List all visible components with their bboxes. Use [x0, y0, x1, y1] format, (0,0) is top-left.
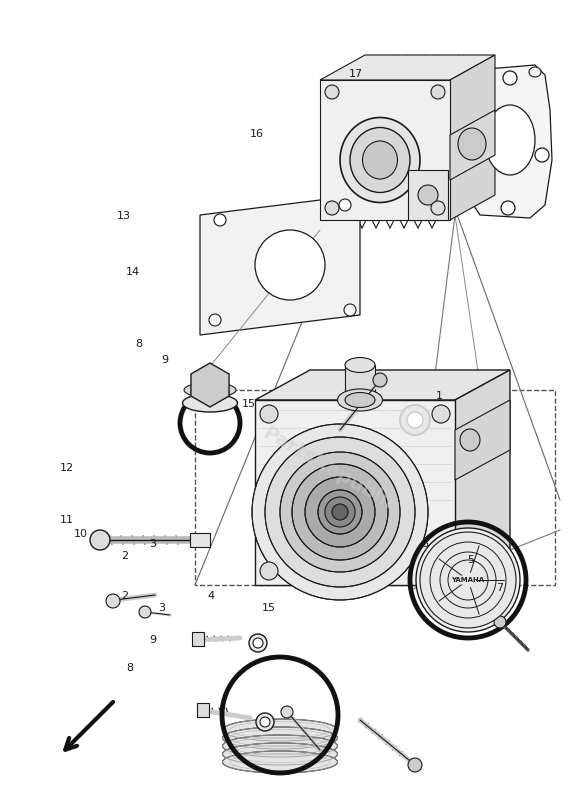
Circle shape — [400, 405, 430, 435]
Text: PartsRepublik: PartsRepublik — [259, 423, 401, 517]
Text: 17: 17 — [349, 69, 362, 78]
Ellipse shape — [338, 389, 383, 411]
Circle shape — [260, 562, 278, 580]
Text: 15: 15 — [242, 399, 255, 409]
Polygon shape — [200, 195, 360, 335]
Ellipse shape — [223, 751, 338, 773]
Polygon shape — [468, 65, 552, 218]
Text: 1: 1 — [436, 391, 443, 401]
Circle shape — [249, 634, 267, 652]
Ellipse shape — [340, 118, 420, 202]
Text: 14: 14 — [126, 267, 140, 277]
Circle shape — [305, 477, 375, 547]
Circle shape — [139, 606, 151, 618]
Ellipse shape — [223, 727, 338, 749]
Circle shape — [214, 214, 226, 226]
Text: 3: 3 — [158, 603, 165, 613]
Circle shape — [280, 452, 400, 572]
Circle shape — [256, 713, 274, 731]
Ellipse shape — [345, 393, 375, 407]
Polygon shape — [255, 370, 510, 400]
Text: 9: 9 — [150, 635, 157, 645]
Polygon shape — [450, 110, 495, 180]
Bar — [190, 533, 210, 547]
Text: 10: 10 — [74, 530, 88, 539]
Circle shape — [292, 464, 388, 560]
Text: 4: 4 — [208, 591, 214, 601]
Circle shape — [318, 490, 362, 534]
Ellipse shape — [223, 743, 338, 765]
Circle shape — [260, 405, 278, 423]
Circle shape — [501, 201, 515, 215]
Circle shape — [344, 304, 356, 316]
Text: YAMAHA: YAMAHA — [451, 577, 484, 583]
Polygon shape — [255, 400, 455, 585]
Ellipse shape — [350, 127, 410, 193]
Circle shape — [325, 497, 355, 527]
Ellipse shape — [183, 394, 238, 412]
Circle shape — [325, 201, 339, 215]
Ellipse shape — [184, 382, 236, 398]
Polygon shape — [455, 370, 510, 585]
Bar — [197, 703, 209, 717]
Ellipse shape — [460, 429, 480, 451]
Polygon shape — [320, 80, 450, 220]
Circle shape — [420, 532, 516, 628]
Text: 16: 16 — [250, 130, 264, 139]
Bar — [345, 365, 375, 403]
Circle shape — [332, 504, 348, 520]
Text: 2: 2 — [121, 551, 128, 561]
Bar — [408, 170, 448, 220]
Circle shape — [432, 405, 450, 423]
Circle shape — [494, 616, 506, 628]
Ellipse shape — [223, 719, 338, 741]
Circle shape — [106, 594, 120, 608]
Polygon shape — [191, 363, 229, 407]
Ellipse shape — [223, 735, 338, 757]
Text: 12: 12 — [60, 463, 73, 473]
Text: 13: 13 — [117, 211, 131, 221]
Ellipse shape — [458, 128, 486, 160]
Circle shape — [535, 148, 549, 162]
Text: 7: 7 — [497, 583, 503, 593]
Circle shape — [373, 373, 387, 387]
Polygon shape — [320, 55, 495, 80]
Text: 2: 2 — [121, 591, 128, 601]
Circle shape — [431, 201, 445, 215]
Text: 8: 8 — [127, 663, 134, 673]
Text: 6: 6 — [421, 539, 428, 549]
Circle shape — [252, 424, 428, 600]
Bar — [195, 390, 555, 585]
Text: 3: 3 — [150, 539, 157, 549]
Circle shape — [503, 71, 517, 85]
Ellipse shape — [485, 105, 535, 175]
Ellipse shape — [362, 141, 398, 179]
Polygon shape — [450, 55, 495, 220]
Bar — [192, 632, 204, 646]
Circle shape — [416, 528, 520, 632]
Circle shape — [265, 437, 415, 587]
Ellipse shape — [529, 67, 541, 77]
Polygon shape — [455, 400, 510, 480]
Ellipse shape — [418, 185, 438, 205]
Circle shape — [431, 85, 445, 99]
Circle shape — [407, 412, 423, 428]
Circle shape — [325, 85, 339, 99]
Circle shape — [339, 199, 351, 211]
Text: 11: 11 — [60, 515, 73, 525]
Circle shape — [209, 314, 221, 326]
Text: 5: 5 — [468, 555, 475, 565]
Ellipse shape — [345, 358, 375, 373]
Text: 15: 15 — [262, 603, 276, 613]
Circle shape — [408, 758, 422, 772]
Text: 9: 9 — [161, 355, 168, 365]
Circle shape — [253, 638, 263, 648]
Ellipse shape — [255, 230, 325, 300]
Circle shape — [260, 717, 270, 727]
Text: 8: 8 — [135, 339, 142, 349]
Circle shape — [432, 562, 450, 580]
Circle shape — [90, 530, 110, 550]
Circle shape — [281, 706, 293, 718]
